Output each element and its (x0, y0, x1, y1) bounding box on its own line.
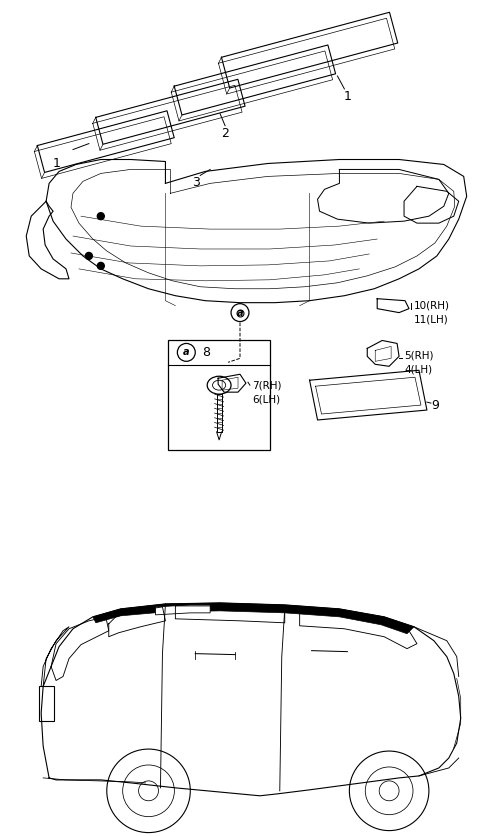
Text: 6(LH): 6(LH) (252, 394, 280, 404)
FancyBboxPatch shape (168, 340, 270, 450)
Text: 1: 1 (343, 90, 351, 103)
Polygon shape (156, 605, 210, 614)
Text: 5(RH): 5(RH) (404, 350, 433, 360)
Polygon shape (93, 603, 414, 634)
Text: 11(LH): 11(LH) (414, 314, 449, 324)
Circle shape (97, 263, 104, 269)
Text: 4(LH): 4(LH) (404, 364, 432, 375)
Text: a: a (237, 308, 243, 318)
Text: 2: 2 (221, 127, 229, 140)
Text: a: a (183, 348, 190, 357)
Circle shape (85, 252, 92, 259)
Ellipse shape (207, 376, 231, 394)
Circle shape (97, 212, 104, 220)
Text: 3: 3 (192, 176, 200, 190)
Ellipse shape (213, 380, 226, 390)
Text: 9: 9 (431, 399, 439, 411)
FancyBboxPatch shape (39, 686, 54, 721)
Text: 7(RH): 7(RH) (252, 380, 281, 390)
Text: 10(RH): 10(RH) (414, 301, 450, 311)
Text: 1: 1 (53, 156, 61, 170)
Text: 8: 8 (202, 346, 210, 359)
